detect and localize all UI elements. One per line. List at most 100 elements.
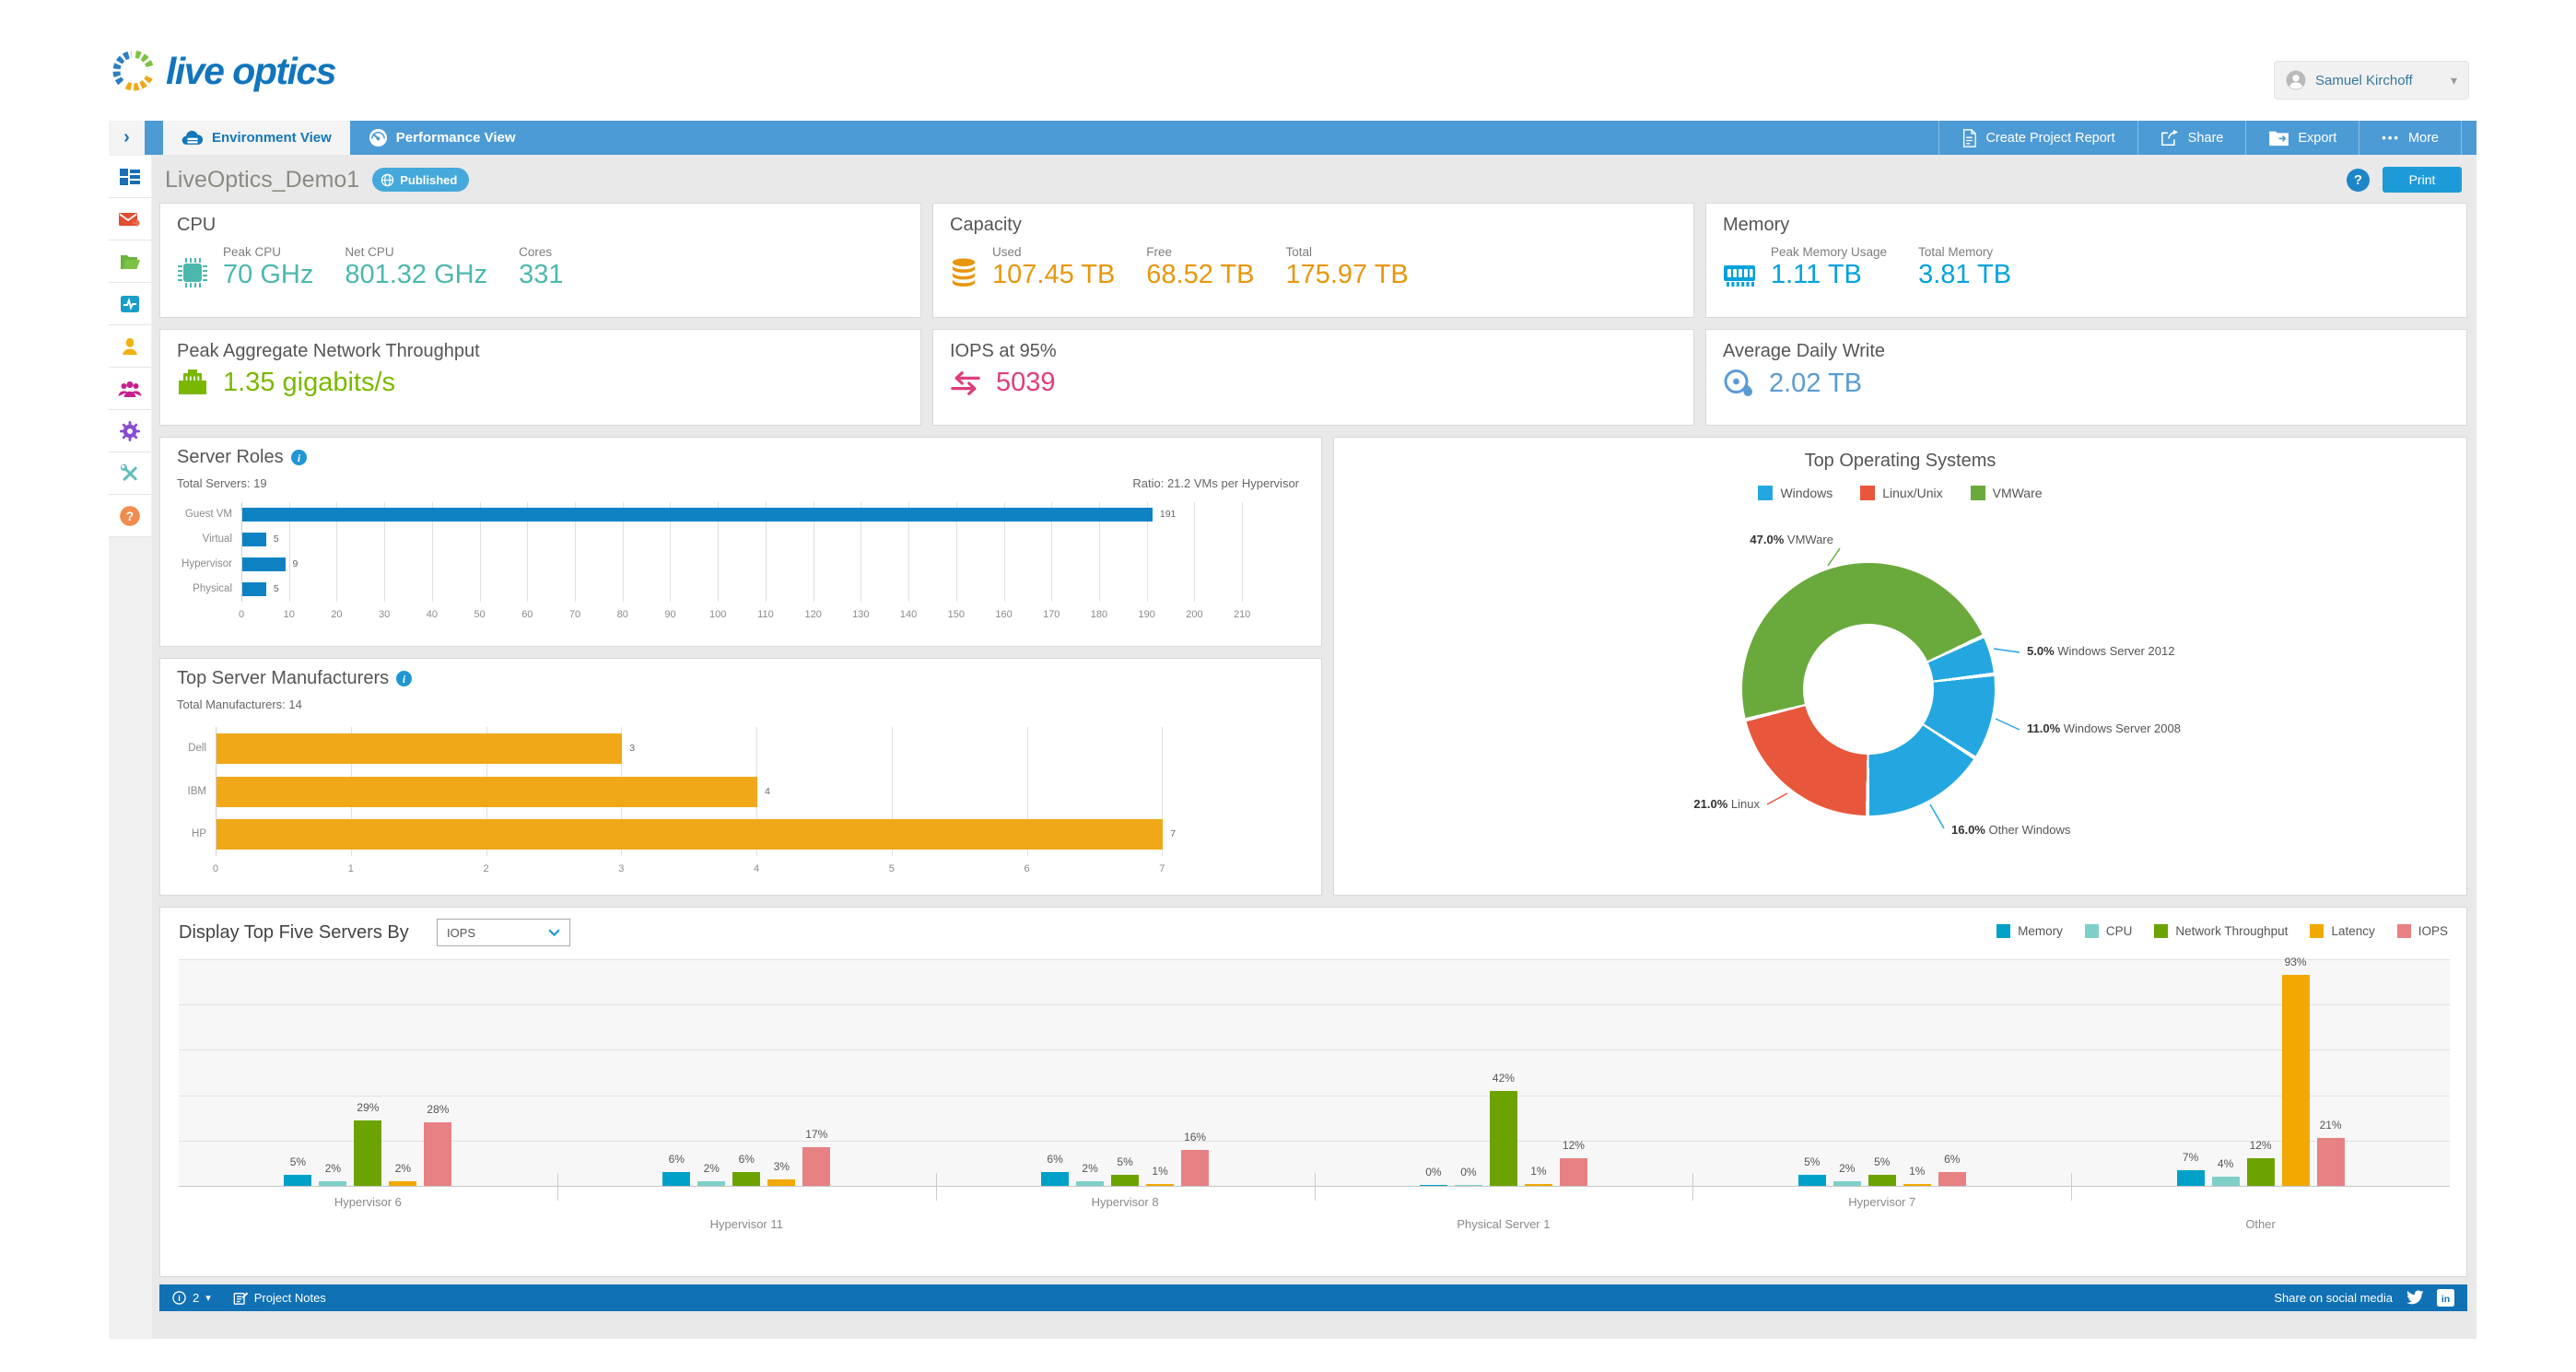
metric-label: Total (1285, 245, 1312, 259)
metric-value: 1.11 TB (1771, 260, 1862, 289)
vm-ratio-label: Ratio: 21.2 VMs per Hypervisor (1132, 476, 1299, 490)
x-tick-label: 10 (283, 609, 295, 620)
share-button[interactable]: Share (2137, 121, 2246, 155)
bar-hypervisor-8-memory (1041, 1172, 1070, 1186)
legend-item-network-throughput[interactable]: Network Throughput (2154, 924, 2288, 938)
group-label-hypervisor-11: Hypervisor 11 (709, 1217, 783, 1231)
bar-hypervisor-6-latency (389, 1181, 417, 1186)
share-social-label: Share on social media (2274, 1291, 2393, 1305)
select-value: IOPS (447, 925, 476, 940)
tab-performance-view[interactable]: Performance View (350, 121, 534, 155)
legend-swatch (1860, 486, 1876, 500)
linkedin-icon[interactable]: in (2437, 1289, 2454, 1307)
kpi-card-cpu: CPU Peak CPU 70 GHz Net CPU 801.32 GHz Cores 3… (159, 203, 921, 318)
bar-guest-vm (242, 508, 1153, 522)
user-icon (120, 335, 140, 358)
nav-button-label: Share (2187, 130, 2224, 146)
bar-physical-server-1-memory (1419, 1185, 1447, 1186)
sidebar-item-users[interactable] (109, 368, 151, 410)
sidebar-item-tools[interactable] (109, 452, 151, 495)
plot-background (179, 959, 2450, 1186)
metric-label: Peak CPU (223, 245, 282, 259)
sidebar-item-folder[interactable] (109, 240, 151, 283)
sidebar-item-mail[interactable] (109, 198, 151, 240)
content-area: LiveOptics_Demo1 Published ? Print CPU Pe… (152, 155, 2476, 1339)
gridline (1242, 502, 1244, 602)
kpi-card-capacity: Capacity Used 107.45 TB Free 68.52 TB Total 17… (932, 203, 1694, 318)
monitor-icon (119, 293, 141, 315)
share-icon (2160, 129, 2180, 147)
gridline (179, 1004, 2450, 1006)
create-project-report-button[interactable]: Create Project Report (1938, 121, 2137, 155)
bar-value-label: 0% (1460, 1166, 1477, 1179)
category-label: Guest VM (184, 509, 232, 520)
kpi-card-iops-at-95: IOPS at 95% 5039 (932, 329, 1694, 426)
social-share: Share on social media in (2274, 1289, 2454, 1307)
bar-value-label: 7 (1170, 828, 1177, 840)
slice-label-linux: 21.0% Linux (1693, 797, 1760, 811)
notifications-toggle[interactable]: i 2 ▾ (172, 1291, 211, 1305)
x-tick-label: 190 (1138, 609, 1155, 620)
svg-text:?: ? (126, 509, 135, 523)
collapse-sidebar-button[interactable]: › (109, 121, 145, 155)
info-icon[interactable]: i (290, 450, 307, 465)
export-button[interactable]: Export (2245, 121, 2359, 155)
dashboard-icon (119, 166, 141, 188)
os-legend: Windows Linux/Unix VMWare (1334, 486, 2466, 500)
tab-environment-view[interactable]: Environment View (163, 121, 350, 155)
bar-value-label: 29% (357, 1100, 380, 1114)
gridline (718, 502, 720, 602)
category-label: Physical (193, 583, 232, 594)
x-tick-label: 5 (888, 863, 895, 874)
group-label-other: Other (2245, 1217, 2276, 1231)
group-label-hypervisor-6: Hypervisor 6 (334, 1195, 402, 1209)
sidebar-item-help[interactable]: ? (109, 495, 151, 537)
bar-value-label: 5 (273, 534, 279, 545)
twitter-icon[interactable] (2406, 1290, 2424, 1306)
more-button[interactable]: ••• More (2359, 121, 2462, 155)
bar-value-label: 3% (773, 1159, 790, 1173)
x-tick-label: 160 (995, 609, 1013, 620)
sidebar-item-dashboard[interactable] (109, 156, 151, 198)
help-button[interactable]: ? (2347, 168, 2370, 192)
legend-item-memory[interactable]: Memory (1996, 924, 2063, 938)
metric-label: Free (1146, 245, 1173, 259)
bar-other-network-throughput (2246, 1158, 2275, 1186)
kpi-title: Memory (1723, 215, 1790, 235)
users-icon (118, 378, 142, 400)
status-badge[interactable]: Published (372, 168, 470, 192)
gridline (384, 502, 386, 602)
legend-item-iops[interactable]: IOPS (2396, 924, 2448, 938)
user-menu[interactable]: Samuel Kirchoff ▾ (2274, 61, 2469, 100)
kpi-body: Peak Memory Usage 1.11 TB Total Memory 3.81… (1723, 245, 2450, 290)
legend-item-latency[interactable]: Latency (2310, 924, 2375, 938)
legend-label: Network Throughput (2175, 924, 2289, 938)
sort-by-select[interactable]: IOPS (437, 919, 570, 946)
info-icon[interactable]: i (396, 671, 413, 686)
kpi-card-memory: Memory Peak Memory Usage 1.11 TB Total Memo… (1705, 203, 2467, 318)
legend-item-cpu[interactable]: CPU (2084, 924, 2132, 938)
gridline (216, 727, 217, 856)
bar-physical-server-1-iops (1559, 1158, 1587, 1186)
sidebar-item-settings[interactable] (109, 410, 151, 452)
x-tick-label: 7 (1159, 863, 1165, 874)
print-button[interactable]: Print (2383, 167, 2462, 193)
logo-mark-icon (111, 48, 157, 94)
x-tick-label: 110 (757, 609, 774, 620)
sidebar-item-user[interactable] (109, 325, 151, 368)
total-servers-label: Total Servers: 19 (177, 476, 267, 490)
gridline (908, 502, 910, 602)
legend-item-vmware[interactable]: VMWare (1970, 486, 2043, 500)
chip-icon (177, 257, 208, 288)
metric-value: 5039 (996, 368, 1056, 397)
category-label: Virtual (202, 534, 232, 545)
legend-item-windows[interactable]: Windows (1758, 486, 1832, 500)
mail-icon (118, 208, 142, 230)
legend-item-linux-unix[interactable]: Linux/Unix (1860, 486, 1943, 500)
bar-physical-server-1-latency (1524, 1183, 1552, 1186)
bar-hypervisor-7-cpu (1832, 1181, 1861, 1186)
project-notes-button[interactable]: Project Notes (233, 1291, 326, 1306)
sidebar-item-monitor[interactable] (109, 283, 151, 325)
live-optics-logo: live optics (111, 48, 337, 94)
bar-value-label: 5 (273, 583, 279, 594)
